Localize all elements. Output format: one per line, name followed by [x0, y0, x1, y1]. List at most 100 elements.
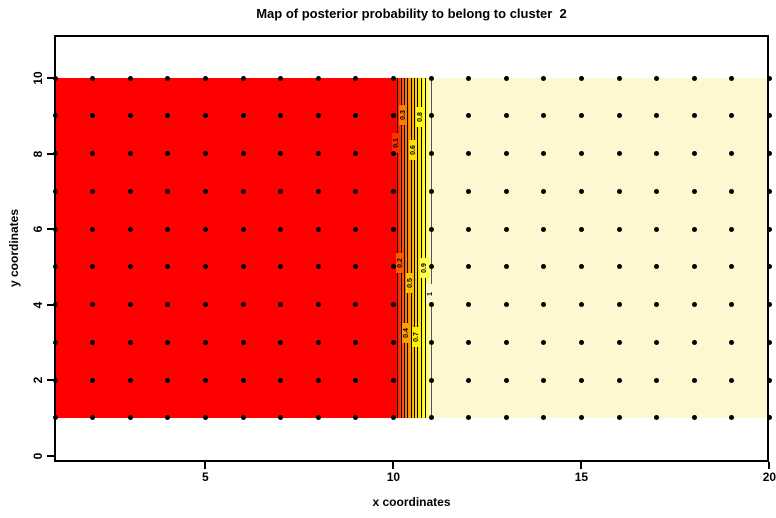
data-point: [353, 415, 359, 421]
y-axis-tick-label: 2: [31, 376, 45, 384]
data-point: [90, 264, 96, 270]
data-point: [240, 188, 246, 194]
data-point: [428, 415, 434, 421]
data-point: [90, 113, 96, 119]
data-point: [729, 75, 735, 81]
data-point: [390, 302, 396, 307]
data-point: [52, 302, 58, 307]
data-point: [202, 302, 208, 307]
data-point: [654, 188, 660, 194]
y-axis-tick: [47, 303, 54, 306]
data-point: [466, 226, 472, 232]
data-point: [428, 226, 434, 232]
data-point: [390, 226, 396, 232]
data-point: [654, 377, 660, 383]
data-point: [616, 113, 622, 119]
data-point: [278, 377, 284, 383]
data-point: [691, 75, 697, 81]
data-point: [654, 264, 660, 270]
data-point: [729, 113, 735, 119]
data-point: [729, 302, 735, 307]
data-point: [240, 339, 246, 345]
data-point: [503, 113, 509, 119]
data-point: [578, 226, 584, 232]
data-point: [428, 377, 434, 383]
y-axis-tick: [47, 379, 54, 381]
data-point: [90, 339, 96, 345]
y-axis-tick-label: 8: [31, 150, 45, 157]
data-point: [691, 339, 697, 345]
data-point: [165, 415, 171, 421]
x-axis-tick-label: 15: [574, 470, 589, 484]
data-point: [390, 415, 396, 421]
data-point: [691, 188, 697, 194]
data-point: [578, 377, 584, 383]
data-point: [541, 188, 547, 194]
data-point: [390, 264, 396, 270]
data-point: [353, 188, 359, 194]
x-axis-tick: [768, 462, 771, 469]
y-axis-title: y coordinates: [7, 208, 21, 288]
y-axis-tick: [47, 77, 54, 79]
data-point: [165, 151, 171, 156]
data-point: [616, 415, 622, 421]
data-point: [654, 151, 660, 156]
data-point: [353, 264, 359, 270]
data-point: [578, 264, 584, 270]
data-point: [202, 113, 208, 119]
data-point: [729, 188, 735, 194]
data-point: [165, 264, 171, 270]
data-point: [503, 188, 509, 194]
data-point: [52, 151, 58, 156]
data-point: [503, 302, 509, 307]
cluster1-region-fill: [56, 78, 396, 418]
data-point: [766, 377, 772, 383]
data-point: [127, 75, 133, 81]
data-point: [428, 113, 434, 119]
data-point: [52, 113, 58, 119]
data-point: [202, 226, 208, 232]
data-point: [353, 302, 359, 307]
y-axis-tick-label: 4: [31, 301, 45, 308]
data-point: [541, 75, 547, 81]
data-point: [165, 188, 171, 194]
data-point: [390, 151, 396, 156]
data-point: [315, 188, 321, 194]
data-point: [315, 113, 321, 119]
data-point: [766, 151, 772, 156]
data-point: [52, 264, 58, 270]
data-point: [691, 226, 697, 232]
contour-line-0.3: [403, 78, 405, 418]
data-point: [428, 75, 434, 81]
data-point: [278, 339, 284, 345]
data-point: [353, 113, 359, 119]
contour-line-0.5: [410, 78, 412, 418]
data-point: [503, 339, 509, 345]
data-point: [127, 264, 133, 270]
data-point: [127, 339, 133, 345]
data-point: [315, 264, 321, 270]
data-point: [202, 151, 208, 156]
plot-title: Map of posterior probability to belong t…: [256, 6, 567, 21]
y-axis-tick-label: 6: [31, 225, 45, 233]
data-point: [278, 151, 284, 156]
data-point: [165, 339, 171, 345]
x-axis-tick: [580, 462, 583, 469]
data-point: [278, 188, 284, 194]
data-point: [654, 302, 660, 307]
data-point: [541, 339, 547, 345]
contour-line-0.9: [424, 78, 426, 418]
data-point: [428, 151, 434, 156]
data-point: [165, 75, 171, 81]
data-point: [278, 226, 284, 232]
data-point: [353, 339, 359, 345]
data-point: [315, 302, 321, 307]
data-point: [503, 377, 509, 383]
data-point: [127, 226, 133, 232]
data-point: [428, 188, 434, 194]
data-point: [654, 226, 660, 232]
data-point: [466, 151, 472, 156]
data-point: [766, 339, 772, 345]
data-point: [390, 339, 396, 345]
data-point: [503, 75, 509, 81]
